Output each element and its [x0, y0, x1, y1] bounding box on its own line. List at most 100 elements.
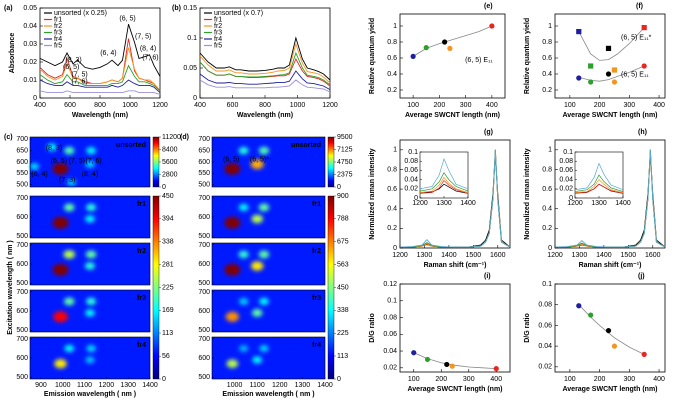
spot	[259, 344, 269, 352]
spot	[224, 162, 241, 175]
y-tick-label: 0.04	[23, 23, 37, 30]
x-tick-label: 1200	[547, 252, 563, 259]
spot	[85, 309, 95, 317]
spot	[85, 215, 95, 223]
series-line	[574, 162, 624, 191]
spot	[258, 250, 270, 259]
colorbar-tick-label: 56	[162, 353, 170, 360]
point	[424, 356, 431, 363]
colorbar-tick-label: 0	[162, 376, 166, 383]
inset-y-tick-label: 0.1	[563, 149, 573, 156]
y-tick-label: 0.2	[542, 225, 552, 232]
spot	[63, 203, 75, 212]
x-tick-label: 1400	[142, 382, 158, 389]
spot	[85, 356, 95, 364]
x-tick-label: 600	[227, 102, 239, 109]
map-label: fr1	[312, 201, 321, 208]
plot-frame	[554, 283, 666, 373]
map-label: fr3	[312, 295, 321, 302]
legend-label: fr5	[214, 42, 222, 49]
x-axis-label: Average SWCNT length (nm)	[407, 386, 502, 393]
x-tick-label: 400	[653, 376, 665, 383]
spot	[64, 344, 75, 353]
y-tick-label: 0.8	[542, 166, 552, 173]
spot	[86, 146, 96, 155]
colorbar-tick-label: 450	[162, 193, 174, 200]
y-tick-label: 0.1	[387, 298, 397, 305]
y-tick-label: 0.15	[183, 5, 197, 12]
x-tick-label: 1300	[295, 382, 311, 389]
y-tick-label: 600	[16, 355, 28, 362]
colorbar-tick-label: 0	[337, 376, 341, 383]
y-tick-label: 500	[198, 233, 210, 240]
annotation: (6, 4)	[31, 171, 47, 178]
x-tick-label: 1200	[322, 102, 338, 109]
y-tick-label: 600	[16, 159, 28, 166]
y-tick-label: 0.2	[387, 225, 397, 232]
series-line	[199, 42, 331, 84]
panel-label: (j)	[638, 273, 645, 280]
series-line	[419, 157, 469, 190]
x-axis-label: Wavelength (nm)	[237, 112, 293, 119]
y-tick-label: 600	[16, 261, 28, 268]
y-tick-label: 500	[16, 182, 28, 189]
point	[576, 303, 582, 309]
y-tick-label: 0.01	[23, 77, 37, 84]
x-tick-label: 200	[594, 376, 606, 383]
inset-y-tick-label: 0.1	[408, 149, 418, 156]
annotation: (6, 5) E₁₁	[465, 57, 493, 64]
y-tick-label: 700	[16, 289, 28, 296]
x-tick-label: 100	[564, 376, 576, 383]
inset-y-tick-label: 0.04	[404, 176, 418, 183]
point	[442, 39, 448, 45]
y-tick-label: 500	[198, 327, 210, 334]
panel-label: (i)	[484, 273, 491, 280]
y-axis-label: D/G ratio	[369, 313, 376, 343]
y-axis-label: Relative quantum yield	[369, 18, 376, 94]
y-tick-label: 0.08	[538, 302, 552, 309]
x-tick-label: 400	[653, 102, 665, 109]
annotation: (8, 4)	[140, 45, 156, 52]
y-tick-label: 0.06	[383, 331, 397, 338]
y-tick-label: 0.02	[383, 365, 397, 372]
series-line	[199, 51, 331, 86]
annotation: (7, 5)	[71, 71, 87, 78]
spot	[238, 146, 249, 155]
colorbar-tick-label: 2375	[337, 171, 353, 178]
x-tick-label: 1200	[392, 252, 408, 259]
y-tick-label: 0.08	[383, 314, 397, 321]
annotation: (7, 6)	[85, 158, 101, 165]
spot	[259, 297, 269, 306]
colorbar-tick-label: 4750	[337, 159, 353, 166]
colorbar-tick-label: 675	[337, 239, 349, 246]
point	[605, 327, 612, 334]
y-tick-label: 0	[33, 95, 37, 102]
annotation: (6, 5)	[63, 64, 79, 71]
panel-label: (f)	[636, 3, 643, 10]
map-label: fr2	[312, 248, 321, 255]
y-tick-label: 0.12	[383, 281, 397, 288]
map-background	[212, 290, 325, 332]
colorbar-tick-label: 113	[162, 330, 173, 337]
y-tick-label: 700	[16, 195, 28, 202]
point	[588, 63, 594, 69]
x-tick-label: 1400	[596, 252, 612, 259]
x-tick-label: 1000	[122, 102, 138, 109]
panel-label: (a)	[4, 5, 13, 12]
spot	[238, 250, 249, 259]
x-tick-label: 1500	[621, 252, 637, 259]
colorbar-tick-label: 7125	[337, 146, 353, 153]
spot	[251, 214, 263, 224]
x-axis-label: Emission wavelength ( nm )	[222, 391, 314, 398]
y-tick-label: 1	[548, 147, 552, 154]
y-tick-label: 0.05	[183, 65, 197, 72]
series-line	[419, 179, 469, 194]
colorbar-tick-label: 281	[162, 262, 174, 269]
colorbar-tick-label: 169	[162, 307, 174, 314]
point	[641, 351, 647, 357]
x-tick-label: 800	[259, 102, 271, 109]
spot	[86, 203, 97, 212]
colorbar	[327, 136, 335, 188]
x-tick-label: 400	[486, 102, 498, 109]
